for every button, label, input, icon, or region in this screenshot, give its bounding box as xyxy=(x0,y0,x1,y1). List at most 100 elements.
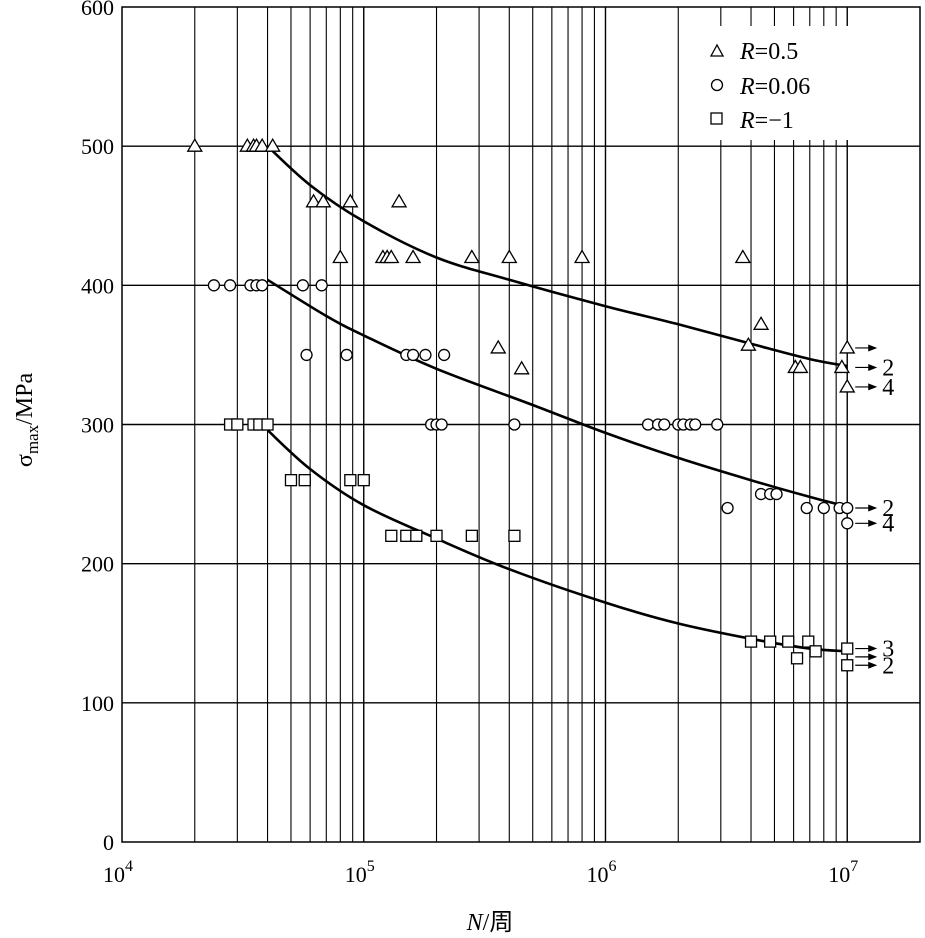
point-circle xyxy=(508,418,521,431)
point-triangle xyxy=(254,137,271,152)
point-triangle xyxy=(833,359,850,374)
point-circle xyxy=(315,279,328,292)
x-axis-title-suffix: /周 xyxy=(483,910,514,936)
point-triangle xyxy=(740,336,757,351)
x-tick-label: 104 xyxy=(103,858,133,887)
point-triangle xyxy=(342,193,359,208)
runout-arrow-head xyxy=(868,661,878,669)
fit-curve xyxy=(266,429,848,653)
point-square xyxy=(284,474,298,487)
runout-count-label: 2 xyxy=(882,653,894,679)
point-triangle xyxy=(404,249,422,264)
y-axis-title-suffix: /MPa xyxy=(12,373,38,425)
x-axis-title-main: N xyxy=(466,910,485,936)
point-triangle xyxy=(186,137,203,152)
point-square xyxy=(508,529,521,542)
point-square xyxy=(841,659,854,672)
point-circle xyxy=(207,279,221,292)
y-axis-title: σmax/MPa xyxy=(12,373,42,468)
point-triangle xyxy=(463,249,480,264)
plot-frame xyxy=(121,6,921,843)
point-square xyxy=(385,529,398,542)
runout-count-label: 3 xyxy=(882,637,894,663)
point-square xyxy=(430,529,443,542)
data-points xyxy=(186,137,856,672)
runout-arrow-head xyxy=(868,383,878,391)
point-circle xyxy=(841,517,854,530)
point-square xyxy=(744,635,758,648)
y-tick-label: 400 xyxy=(81,273,114,298)
point-square xyxy=(410,529,423,542)
legend-label-r05: R=0.5 xyxy=(739,39,798,65)
y-tick-label: 200 xyxy=(81,552,114,577)
point-square xyxy=(298,474,311,487)
point-triangle xyxy=(390,193,408,208)
point-triangle xyxy=(839,378,856,393)
legend-marker-triangle xyxy=(709,43,725,57)
legend-marker-circle xyxy=(710,78,724,92)
point-circle xyxy=(817,501,830,515)
point-triangle xyxy=(839,339,856,354)
x-tick-label: 106 xyxy=(586,858,616,887)
legend-label-rm1: R=−1 xyxy=(739,108,794,134)
fit-curve xyxy=(266,278,848,508)
legend-background xyxy=(702,26,852,140)
point-circle xyxy=(406,348,420,362)
point-square xyxy=(802,635,815,648)
y-tick-label: 0 xyxy=(103,830,114,855)
point-circle xyxy=(419,348,432,362)
point-circle xyxy=(770,487,783,501)
runout-arrow-head xyxy=(868,653,878,661)
runout-count-label: 4 xyxy=(882,511,894,537)
y-tick-labels: 0 100 200 300 400 500 600 xyxy=(81,0,114,855)
y-axis-title-sub: max xyxy=(23,424,42,454)
point-circle xyxy=(800,501,813,515)
y-tick-label: 100 xyxy=(81,691,114,716)
point-circle xyxy=(437,348,451,362)
point-circle xyxy=(841,501,854,515)
point-circle xyxy=(435,418,448,431)
point-square xyxy=(357,474,370,487)
runout-count-label: 2 xyxy=(882,496,894,522)
point-square xyxy=(782,635,795,648)
x-tick-label: 105 xyxy=(345,858,375,887)
point-square xyxy=(841,642,854,655)
point-triangle xyxy=(752,316,770,330)
runout-arrow-head xyxy=(868,519,878,527)
point-square xyxy=(764,635,777,648)
grid-lines xyxy=(122,7,920,842)
runout-arrow-head xyxy=(868,504,878,512)
point-triangle xyxy=(264,137,281,152)
runout-count-label: 2 xyxy=(882,355,894,381)
point-circle xyxy=(223,279,237,292)
runout-arrow-head xyxy=(868,645,878,653)
y-tick-label: 600 xyxy=(81,0,114,20)
x-tick-label: 107 xyxy=(828,858,858,887)
runout-arrow-head xyxy=(868,344,878,352)
fit-curve xyxy=(266,145,848,368)
point-square xyxy=(261,418,274,431)
point-circle xyxy=(256,279,269,292)
x-tick-labels: 104 105 106 107 xyxy=(103,858,858,887)
fit-curves xyxy=(266,145,848,653)
y-tick-label: 300 xyxy=(81,413,114,438)
point-triangle xyxy=(501,249,518,264)
point-circle xyxy=(300,348,313,362)
runout-arrow-head xyxy=(868,363,878,371)
point-triangle xyxy=(305,193,322,208)
runout-count-label: 4 xyxy=(882,375,894,401)
point-circle xyxy=(340,348,353,362)
legend-marker-square xyxy=(710,112,723,125)
point-triangle xyxy=(573,249,591,264)
point-square xyxy=(231,418,244,431)
point-circle xyxy=(658,418,671,431)
point-triangle xyxy=(383,249,400,264)
x-axis-title: N/周 xyxy=(466,910,514,936)
point-circle xyxy=(296,279,310,292)
point-triangle xyxy=(315,193,332,208)
point-triangle xyxy=(792,359,809,374)
point-square xyxy=(344,474,357,487)
